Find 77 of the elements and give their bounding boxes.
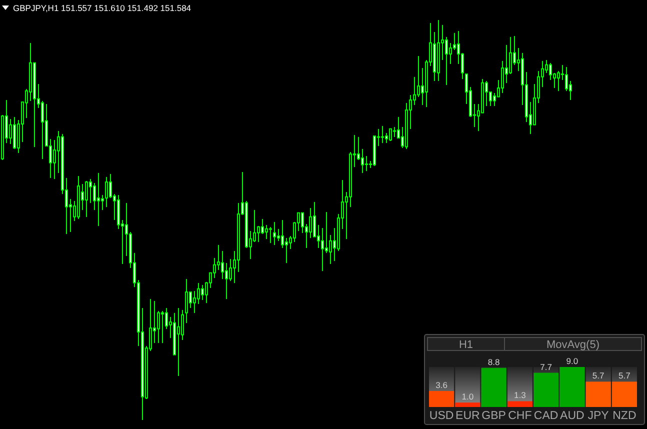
candlestick bbox=[53, 140, 56, 180]
candlestick bbox=[13, 116, 16, 150]
x-tick-label: NZD bbox=[612, 410, 636, 422]
x-tick-label: JPY bbox=[588, 410, 610, 422]
data-label: 1.3 bbox=[514, 390, 526, 400]
candlestick bbox=[393, 126, 396, 138]
chart-title: GBPJPY,H1 151.557 151.610 151.492 151.584 bbox=[13, 3, 192, 13]
candlestick bbox=[177, 308, 180, 376]
candlestick bbox=[277, 228, 280, 242]
data-label: 7.7 bbox=[540, 362, 552, 372]
candlestick bbox=[309, 208, 312, 238]
candlestick bbox=[261, 218, 264, 234]
chart-subtitle: MovAvg(5) bbox=[546, 339, 600, 351]
x-tick-label: EUR bbox=[456, 410, 480, 422]
x-tick-label: AUD bbox=[560, 410, 584, 422]
data-label: 5.7 bbox=[592, 370, 604, 381]
candlestick bbox=[417, 56, 420, 98]
x-tick-label: USD bbox=[429, 410, 454, 422]
candlestick bbox=[185, 278, 188, 324]
candlestick bbox=[389, 128, 392, 142]
data-label: 1.0 bbox=[462, 392, 474, 402]
candlestick bbox=[165, 308, 168, 330]
candlestick bbox=[445, 36, 448, 86]
candlestick bbox=[449, 42, 452, 64]
candlestick bbox=[161, 310, 164, 344]
x-tick-label: CAD bbox=[534, 410, 558, 422]
bar bbox=[507, 401, 532, 407]
candlestick bbox=[501, 60, 504, 94]
candlestick bbox=[273, 222, 276, 246]
bar bbox=[429, 391, 454, 407]
candlestick bbox=[257, 226, 260, 242]
candlestick bbox=[93, 182, 96, 210]
candlestick bbox=[97, 172, 100, 226]
candlestick bbox=[265, 224, 268, 240]
candlestick bbox=[9, 118, 12, 144]
data-label: 3.6 bbox=[436, 380, 448, 390]
data-label: 8.8 bbox=[488, 356, 500, 367]
candlestick bbox=[365, 156, 368, 172]
chart-title: H1 bbox=[458, 339, 474, 351]
candlestick bbox=[41, 100, 44, 160]
candlestick bbox=[197, 282, 200, 304]
candlestick bbox=[85, 180, 88, 218]
candlestick bbox=[193, 290, 196, 314]
candlestick bbox=[105, 176, 108, 208]
candlestick bbox=[301, 212, 304, 234]
candlestick bbox=[509, 36, 512, 74]
candlestick bbox=[229, 258, 232, 282]
candlestick bbox=[565, 66, 568, 92]
candlestick bbox=[557, 70, 560, 92]
candlestick bbox=[381, 126, 384, 144]
candlestick bbox=[221, 250, 224, 280]
x-tick-label: CHF bbox=[508, 410, 532, 422]
candlestick bbox=[201, 284, 204, 300]
candlestick bbox=[325, 212, 328, 254]
data-label: 9.0 bbox=[566, 356, 578, 366]
candlestick bbox=[217, 244, 220, 270]
candlestick bbox=[109, 174, 112, 198]
candlestick bbox=[269, 226, 272, 244]
candlestick bbox=[545, 60, 548, 74]
candlestick bbox=[89, 178, 92, 204]
candlestick bbox=[549, 62, 552, 80]
candlestick bbox=[361, 148, 364, 174]
candlestick bbox=[181, 310, 184, 340]
bar bbox=[455, 402, 480, 407]
x-tick-label: GBP bbox=[482, 410, 506, 422]
candlestick bbox=[225, 262, 228, 300]
candlestick bbox=[313, 202, 316, 238]
data-label: 5.7 bbox=[618, 370, 631, 381]
candlestick bbox=[285, 238, 288, 264]
candlestick bbox=[385, 132, 388, 144]
bar bbox=[481, 368, 506, 407]
candlestick bbox=[101, 194, 104, 210]
candlestick bbox=[321, 228, 324, 272]
candlestick bbox=[329, 234, 332, 264]
candlestick bbox=[157, 310, 160, 344]
candlestick bbox=[281, 220, 284, 248]
candlestick bbox=[453, 32, 456, 50]
